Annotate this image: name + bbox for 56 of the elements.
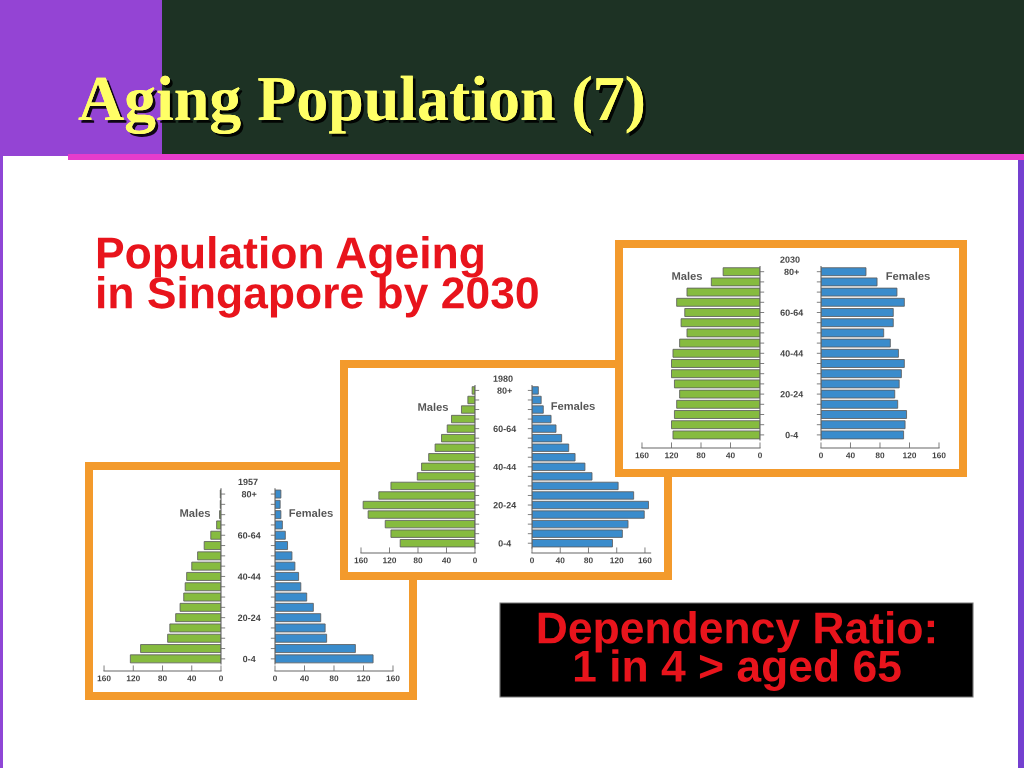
y-tick-label: 20-24 — [780, 391, 804, 398]
x-tick-label: 40 — [187, 675, 197, 682]
series-label: Females — [886, 271, 930, 280]
x-tick-label: 120 — [126, 675, 140, 682]
x-tick-label: 40 — [441, 557, 451, 564]
x-tick-label: 40 — [725, 452, 735, 459]
text: 2030 — [780, 256, 800, 263]
x-tick-label: 0 — [758, 452, 762, 459]
x-tick-label: 120 — [383, 557, 397, 564]
x-tick-label: 120 — [610, 557, 624, 564]
x-tick-label: 160 — [97, 675, 111, 682]
x-tick-label: 80 — [413, 557, 423, 564]
series-label: Males — [672, 271, 702, 280]
x-tick-label: 40 — [845, 452, 855, 459]
y-tick-label: 80+ — [241, 491, 257, 498]
x-tick-label: 0 — [219, 675, 223, 682]
text: Dependency Ratio: 1 in 4 > aged 65 — [538, 611, 935, 691]
x-tick-label: 40 — [555, 557, 565, 564]
x-tick-label: 160 — [354, 557, 368, 564]
x-tick-label: 160 — [932, 452, 946, 459]
x-tick-label: 160 — [638, 557, 652, 564]
x-tick-label: 0 — [819, 452, 823, 459]
x-tick-label: 160 — [386, 675, 400, 682]
legend-label: Females — [289, 508, 333, 517]
text: 1957 — [238, 478, 258, 486]
x-tick-label: 80 — [696, 452, 706, 459]
x-tick-label: 120 — [903, 452, 917, 459]
y-tick-label: 20-24 — [237, 614, 261, 622]
series-label: Males — [180, 508, 210, 517]
y-tick-label: 0-4 — [243, 655, 256, 663]
y-tick-label: 80+ — [497, 387, 512, 394]
x-tick-label: 120 — [357, 675, 371, 682]
y-tick-label: 80+ — [784, 268, 799, 276]
y-tick-label: 60-64 — [493, 425, 517, 432]
text: Population Ageing in Singapore by 2030 — [97, 236, 538, 318]
y-tick-label: 0-4 — [498, 540, 512, 547]
y-tick-label: 40-44 — [780, 350, 804, 357]
y-tick-label: 60-64 — [237, 532, 261, 539]
series-label: Males — [418, 402, 448, 411]
x-tick-label: 80 — [584, 557, 593, 564]
text: 1980 — [493, 375, 513, 382]
x-tick-label: 80 — [329, 675, 339, 682]
y-tick-label: 40-44 — [493, 463, 517, 471]
x-tick-label: 0 — [473, 557, 477, 564]
x-tick-label: 80 — [875, 452, 885, 459]
x-tick-label: 0 — [530, 557, 534, 564]
y-tick-label: 0-4 — [785, 431, 799, 439]
y-tick-label: 20-24 — [493, 501, 517, 509]
y-tick-label: 60-64 — [780, 309, 804, 316]
x-tick-label: 160 — [635, 452, 649, 459]
x-tick-label: 40 — [299, 675, 309, 682]
y-tick-label: 40-44 — [237, 573, 261, 580]
x-tick-label: 80 — [158, 675, 167, 682]
x-tick-label: 0 — [273, 675, 277, 682]
legend-label: Females — [551, 401, 595, 410]
x-tick-label: 120 — [665, 452, 679, 459]
